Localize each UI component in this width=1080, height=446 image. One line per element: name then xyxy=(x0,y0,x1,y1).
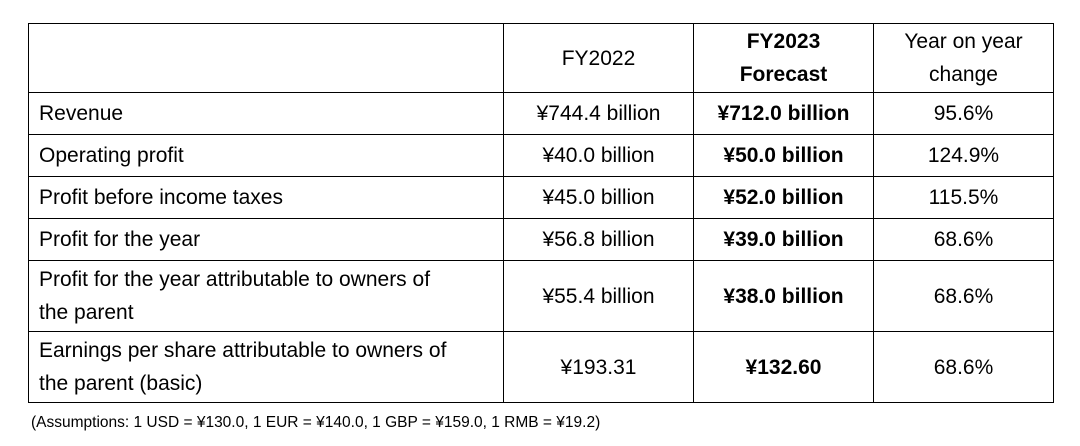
row-label: Profit for the year attributable to owne… xyxy=(28,260,504,332)
yoy-value: 68.6% xyxy=(873,218,1054,261)
yoy-value: 68.6% xyxy=(873,331,1054,403)
fy2023-value: ¥132.60 xyxy=(693,331,874,403)
row-label: Profit for the year xyxy=(28,218,504,261)
forecast-table: FY2022 FY2023 Forecast Year on year chan… xyxy=(28,23,1054,403)
header-yoy-line2: change xyxy=(929,63,998,86)
header-fy2023-line1: FY2023 xyxy=(746,30,821,53)
header-fy2022-label: FY2022 xyxy=(561,46,636,70)
fy2022-value: ¥193.31 xyxy=(503,331,694,403)
header-yoy-line1: Year on year xyxy=(904,30,1023,53)
row-label-line2: the parent xyxy=(39,301,134,324)
table-row: Revenue ¥744.4 billion ¥712.0 billion 95… xyxy=(28,92,1054,135)
yoy-value: 124.9% xyxy=(873,134,1054,177)
row-label-line2: the parent (basic) xyxy=(39,372,203,395)
fy2023-value: ¥50.0 billion xyxy=(693,134,874,177)
row-label: Revenue xyxy=(28,92,504,135)
table-header-row: FY2022 FY2023 Forecast Year on year chan… xyxy=(28,23,1054,93)
fy2022-value: ¥55.4 billion xyxy=(503,260,694,332)
fy2022-value: ¥40.0 billion xyxy=(503,134,694,177)
table-row: Profit before income taxes ¥45.0 billion… xyxy=(28,176,1054,219)
table-row: Earnings per share attributable to owner… xyxy=(28,331,1054,403)
table-row: Profit for the year attributable to owne… xyxy=(28,260,1054,332)
header-empty-cell xyxy=(28,23,504,93)
fy2022-value: ¥56.8 billion xyxy=(503,218,694,261)
table-row: Profit for the year ¥56.8 billion ¥39.0 … xyxy=(28,218,1054,261)
header-yoy-change: Year on year change xyxy=(873,23,1054,93)
row-label: Profit before income taxes xyxy=(28,176,504,219)
row-label-line1: Earnings per share attributable to owner… xyxy=(39,339,447,362)
fy2023-value: ¥712.0 billion xyxy=(693,92,874,135)
fy2022-value: ¥45.0 billion xyxy=(503,176,694,219)
yoy-value: 95.6% xyxy=(873,92,1054,135)
row-label: Earnings per share attributable to owner… xyxy=(28,331,504,403)
header-fy2022: FY2022 xyxy=(503,23,694,93)
header-fy2023-line2: Forecast xyxy=(739,63,828,86)
yoy-value: 68.6% xyxy=(873,260,1054,332)
yoy-value: 115.5% xyxy=(873,176,1054,219)
row-label: Operating profit xyxy=(28,134,504,177)
header-fy2023-forecast: FY2023 Forecast xyxy=(693,23,874,93)
fy2023-value: ¥39.0 billion xyxy=(693,218,874,261)
fy2022-value: ¥744.4 billion xyxy=(503,92,694,135)
fy2023-value: ¥38.0 billion xyxy=(693,260,874,332)
row-label-line1: Profit for the year attributable to owne… xyxy=(39,268,431,291)
assumptions-note: (Assumptions: 1 USD = ¥130.0, 1 EUR = ¥1… xyxy=(31,414,601,431)
fy2023-value: ¥52.0 billion xyxy=(693,176,874,219)
table-row: Operating profit ¥40.0 billion ¥50.0 bil… xyxy=(28,134,1054,177)
